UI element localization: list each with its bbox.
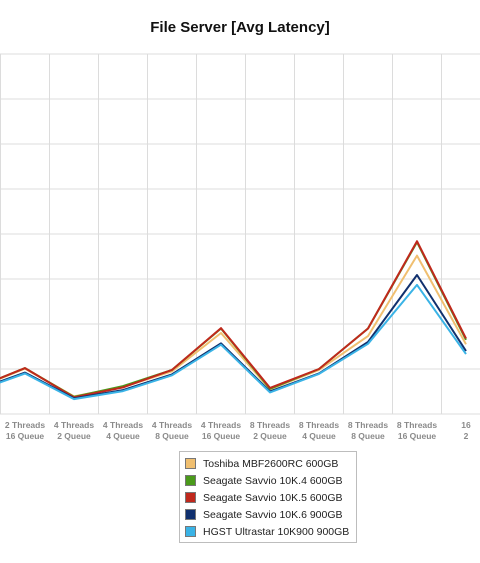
- legend-item: HGST Ultrastar 10K900 900GB: [180, 523, 356, 540]
- vertical-gridlines: [0, 54, 442, 414]
- x-tick-label: 8 Threads 2 Queue: [250, 420, 290, 441]
- chart-legend: Toshiba MBF2600RC 600GB Seagate Savvio 10…: [179, 451, 357, 543]
- legend-label: Toshiba MBF2600RC 600GB: [203, 457, 339, 470]
- series-line-2: [0, 240, 467, 399]
- legend-item: Toshiba MBF2600RC 600GB: [180, 455, 356, 472]
- x-tick-label: 8 Threads 4 Queue: [299, 420, 339, 441]
- legend-swatch: [185, 509, 196, 520]
- legend-swatch: [185, 458, 196, 469]
- legend-swatch: [185, 526, 196, 537]
- x-tick-label: 2 Threads 16 Queue: [5, 420, 45, 441]
- legend-label: Seagate Savvio 10K.5 600GB: [203, 491, 343, 504]
- series-line-4: [0, 283, 467, 401]
- x-tick-label: 8 Threads 8 Queue: [348, 420, 388, 441]
- x-tick-label: 4 Threads 2 Queue: [54, 420, 94, 441]
- legend-item: Seagate Savvio 10K.4 600GB: [180, 472, 356, 489]
- series-lines: [0, 240, 467, 401]
- legend-label: Seagate Savvio 10K.6 900GB: [203, 508, 343, 521]
- legend-swatch: [185, 492, 196, 503]
- chart-title: File Server [Avg Latency]: [150, 19, 330, 36]
- x-tick-label: 4 Threads 8 Queue: [152, 420, 192, 441]
- legend-item: Seagate Savvio 10K.5 600GB: [180, 489, 356, 506]
- x-tick-label: 16 2: [461, 420, 471, 441]
- legend-swatch: [185, 475, 196, 486]
- legend-item: Seagate Savvio 10K.6 900GB: [180, 506, 356, 523]
- x-tick-label: 4 Threads 4 Queue: [103, 420, 143, 441]
- x-tick-label: 8 Threads 16 Queue: [397, 420, 437, 441]
- x-tick-label: 4 Threads 16 Queue: [201, 420, 241, 441]
- series-line-1: [0, 241, 467, 398]
- series-line-3: [0, 274, 467, 400]
- legend-label: Seagate Savvio 10K.4 600GB: [203, 474, 343, 487]
- horizontal-gridlines: [0, 53, 480, 415]
- legend-label: HGST Ultrastar 10K900 900GB: [203, 525, 350, 538]
